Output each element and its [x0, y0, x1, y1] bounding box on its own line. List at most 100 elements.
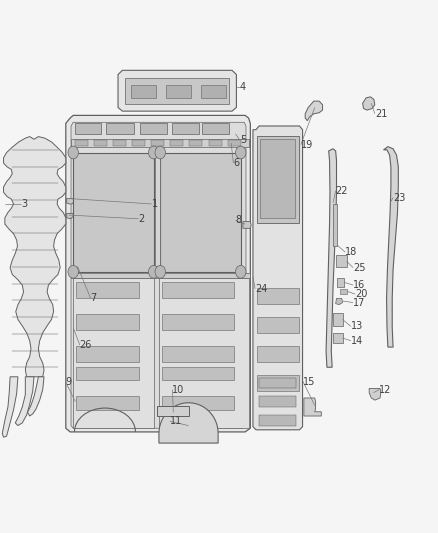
Polygon shape — [159, 278, 249, 428]
Bar — [76, 282, 139, 298]
Bar — [76, 367, 139, 381]
Text: 24: 24 — [255, 284, 268, 294]
Polygon shape — [243, 221, 251, 228]
Text: 26: 26 — [80, 340, 92, 350]
Circle shape — [68, 265, 78, 278]
Text: 6: 6 — [233, 158, 240, 168]
Bar — [336, 278, 344, 287]
Bar — [140, 123, 167, 134]
Bar — [257, 288, 299, 304]
Bar — [74, 140, 88, 146]
Text: 1: 1 — [152, 199, 158, 209]
Bar — [76, 397, 139, 410]
Polygon shape — [384, 147, 398, 347]
Circle shape — [236, 265, 246, 278]
Text: 7: 7 — [91, 293, 97, 303]
Text: 3: 3 — [21, 199, 27, 209]
Bar — [162, 282, 234, 298]
Bar — [162, 314, 234, 330]
Polygon shape — [305, 101, 322, 120]
Polygon shape — [118, 70, 237, 111]
Polygon shape — [28, 377, 44, 416]
Bar — [76, 314, 139, 330]
Bar — [259, 397, 296, 407]
Bar — [172, 123, 199, 134]
Bar — [71, 273, 251, 278]
Bar — [260, 139, 295, 217]
Bar — [333, 313, 343, 326]
Bar — [94, 140, 107, 146]
Polygon shape — [15, 377, 34, 425]
Circle shape — [148, 265, 159, 278]
Bar — [162, 397, 234, 410]
Text: 10: 10 — [173, 384, 185, 394]
Bar — [257, 375, 299, 391]
Text: 25: 25 — [353, 263, 366, 272]
Polygon shape — [363, 97, 375, 110]
Bar — [228, 140, 241, 146]
Text: 13: 13 — [351, 321, 363, 332]
Polygon shape — [2, 377, 18, 437]
Polygon shape — [67, 214, 73, 219]
Bar — [202, 123, 230, 134]
Bar — [76, 346, 139, 362]
Bar — [340, 289, 347, 294]
Bar — [257, 346, 299, 362]
Polygon shape — [253, 126, 303, 430]
Polygon shape — [159, 403, 218, 443]
Bar — [131, 85, 156, 98]
Text: 2: 2 — [138, 214, 145, 224]
Circle shape — [148, 146, 159, 159]
Polygon shape — [304, 398, 321, 416]
Bar — [162, 367, 234, 381]
Bar — [257, 135, 299, 223]
Bar — [189, 140, 202, 146]
Bar — [151, 140, 164, 146]
Text: 17: 17 — [353, 297, 365, 308]
Text: 15: 15 — [303, 376, 315, 386]
Circle shape — [68, 146, 78, 159]
Text: 19: 19 — [301, 140, 313, 150]
Polygon shape — [336, 298, 343, 305]
Bar — [71, 139, 250, 147]
Polygon shape — [125, 78, 229, 104]
Circle shape — [236, 146, 246, 159]
Polygon shape — [71, 122, 246, 428]
Text: 21: 21 — [375, 109, 387, 119]
Bar — [259, 378, 296, 389]
Bar — [336, 255, 346, 266]
Text: 16: 16 — [353, 280, 365, 290]
Bar — [75, 123, 102, 134]
Text: 14: 14 — [351, 336, 363, 346]
Bar — [106, 123, 134, 134]
Text: 23: 23 — [393, 192, 406, 203]
Polygon shape — [326, 149, 336, 367]
Bar — [333, 204, 337, 246]
Bar — [73, 152, 154, 272]
Bar — [170, 140, 184, 146]
Text: 8: 8 — [236, 215, 242, 225]
Text: 12: 12 — [379, 384, 392, 394]
Circle shape — [155, 265, 166, 278]
Polygon shape — [4, 136, 66, 377]
Bar — [201, 85, 226, 98]
Polygon shape — [73, 278, 154, 428]
Text: 20: 20 — [355, 289, 367, 299]
Bar — [113, 140, 126, 146]
Text: 5: 5 — [240, 135, 246, 146]
Circle shape — [155, 146, 166, 159]
Bar — [257, 317, 299, 333]
Polygon shape — [369, 389, 381, 400]
Text: 18: 18 — [345, 247, 357, 257]
Bar — [132, 140, 145, 146]
Bar — [162, 346, 234, 362]
Bar — [155, 152, 160, 272]
Polygon shape — [67, 199, 74, 204]
Polygon shape — [66, 115, 251, 432]
Bar — [259, 415, 296, 425]
Bar — [208, 140, 222, 146]
Bar — [333, 333, 343, 343]
Text: 22: 22 — [336, 185, 348, 196]
Bar — [166, 85, 191, 98]
Text: 4: 4 — [240, 82, 246, 92]
